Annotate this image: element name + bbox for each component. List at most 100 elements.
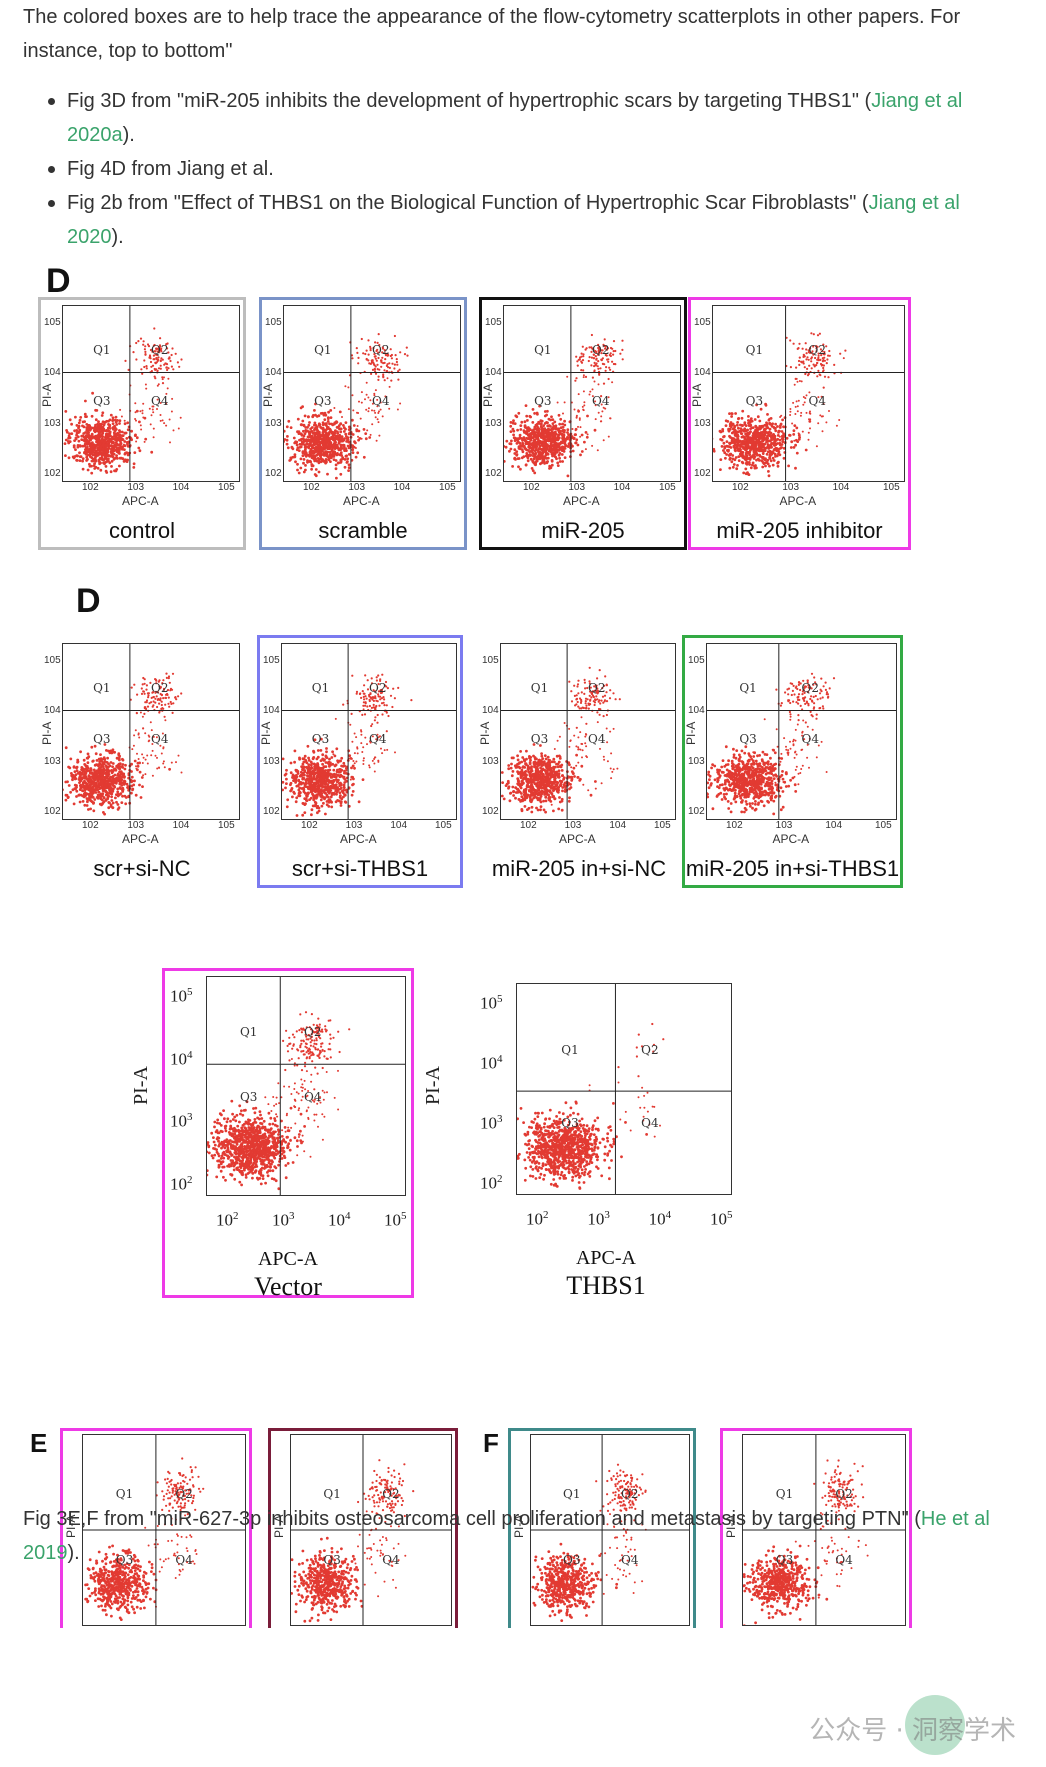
y-tick-label: 104 <box>688 705 705 717</box>
quadrant-label-q3: Q3 <box>239 1090 258 1105</box>
quadrant-label-q1: Q1 <box>115 1487 134 1502</box>
quadrant-label-q4: Q4 <box>372 393 390 408</box>
scatter-plot: Q1 Q2 Q3 Q4 <box>62 643 240 820</box>
panel-caption: control <box>108 518 176 543</box>
quadrant-label-q3: Q3 <box>561 1116 579 1131</box>
panel-letter: E <box>30 1428 48 1458</box>
x-tick-label: 105 <box>384 1210 407 1230</box>
y-tick-label: 103 <box>263 755 280 767</box>
panel-caption: Vector <box>254 1272 322 1301</box>
panel-frame <box>60 1428 252 1628</box>
panel-frame <box>162 968 414 1298</box>
citation-link[interactable]: He et al 2019 <box>23 1508 990 1564</box>
x-axis-label: APC-A <box>122 832 159 846</box>
quadrant-label-q3: Q3 <box>93 731 111 746</box>
quadrant-label-q2: Q2 <box>369 680 387 695</box>
x-tick-label: 104 <box>172 820 190 831</box>
quadrant-label-q2: Q2 <box>641 1042 659 1057</box>
panel-caption: scr+si-NC <box>93 856 191 881</box>
panel-frame <box>479 297 687 550</box>
quadrant-label-q2: Q2 <box>151 680 169 695</box>
y-tick-label: 102 <box>170 1174 193 1194</box>
x-tick-label: 102 <box>301 820 318 831</box>
list-item: Fig 3D from "miR-205 inhibits the develo… <box>45 84 1015 152</box>
scatter-plot: Q1 Q2 Q3 Q4 <box>500 643 676 820</box>
panel-caption: THBS1 <box>566 1271 646 1300</box>
quadrant-label-q3: Q3 <box>530 731 549 746</box>
quadrant-label-q1: Q1 <box>314 342 332 357</box>
x-axis-label: APC-A <box>575 1247 636 1269</box>
x-axis-label: APC-A <box>563 494 600 508</box>
y-axis-label: PI-A <box>130 1066 152 1105</box>
quadrant-label-q3: Q3 <box>323 1552 341 1567</box>
quadrant-label-q4: Q4 <box>621 1552 639 1567</box>
y-axis-label: PI-A <box>478 721 492 745</box>
scatter-plot: Q1 Q2 Q3 Q4 <box>706 643 897 820</box>
y-tick-label: 103 <box>170 1111 193 1131</box>
scatter-points <box>501 644 675 819</box>
y-tick-label: 102 <box>482 806 499 817</box>
scatter-points <box>517 984 731 1194</box>
quadrant-label-q2: Q2 <box>382 1487 400 1502</box>
quadrant-label-q1: Q1 <box>534 342 552 357</box>
panel-frame <box>508 1428 696 1628</box>
scatter-points <box>743 1435 905 1625</box>
x-tick-label: 102 <box>303 482 320 493</box>
x-tick-label: 102 <box>82 482 99 493</box>
y-tick-label: 102 <box>688 806 705 817</box>
x-tick-label: 103 <box>564 820 582 831</box>
x-tick-label: 103 <box>127 820 145 831</box>
scatter-points <box>63 644 239 819</box>
y-tick-label: 104 <box>694 367 711 379</box>
scatter-points <box>504 306 680 481</box>
y-tick-label: 105 <box>44 317 61 328</box>
y-tick-label: 103 <box>265 417 282 429</box>
x-tick-label: 104 <box>328 1210 351 1230</box>
quadrant-label-q3: Q3 <box>311 731 330 746</box>
y-tick-label: 103 <box>485 417 502 429</box>
y-tick-label: 104 <box>44 367 61 379</box>
panel-caption: scr+si-THBS1 <box>291 856 429 881</box>
quadrant-label-q3: Q3 <box>562 1552 581 1567</box>
x-tick-label: 105 <box>654 820 671 831</box>
scatter-plot: Q1 Q2 Q3 Q4 <box>82 1434 246 1626</box>
scatter-plot: Q1 Q2 Q3 Q4 <box>290 1434 452 1626</box>
quadrant-label-q2: Q2 <box>808 342 826 357</box>
scatter-plot: Q1 Q2 Q3 Q4 <box>283 305 461 482</box>
quadrant-label-q4: Q4 <box>151 393 169 408</box>
panel-letter: D <box>46 262 71 300</box>
citation-link[interactable]: Jiang et al 2020 <box>67 192 960 248</box>
x-tick-label: 105 <box>875 820 892 831</box>
quadrant-label-q2: Q2 <box>151 342 169 357</box>
quadrant-label-q1: Q1 <box>739 680 757 695</box>
citation-link[interactable]: Jiang et al 2020a <box>67 90 963 146</box>
quadrant-label-q4: Q4 <box>151 731 169 746</box>
scatter-plot: Q1 Q2 Q3 Q4 <box>281 643 457 820</box>
x-tick-label: 102 <box>520 820 537 831</box>
quadrant-label-q3: Q3 <box>115 1552 134 1567</box>
y-tick-label: 103 <box>482 755 499 767</box>
quadrant-label-q4: Q4 <box>801 731 819 746</box>
panel-letter: F <box>483 1428 499 1458</box>
y-tick-label: 104 <box>485 367 502 379</box>
x-tick-label: 104 <box>172 482 190 493</box>
y-tick-label: 105 <box>44 655 61 666</box>
panel-caption: miR-205 inhibitor <box>716 518 883 543</box>
y-tick-label: 103 <box>44 417 61 429</box>
quadrant-label-q3: Q3 <box>745 393 764 408</box>
panel-caption: miR-205 in+si-NC <box>491 856 667 881</box>
y-tick-label: 103 <box>694 417 711 429</box>
x-tick-label: 102 <box>523 482 540 493</box>
y-tick-label: 102 <box>44 806 61 817</box>
x-tick-label: 105 <box>218 820 235 831</box>
quadrant-label-q3: Q3 <box>93 393 111 408</box>
y-tick-label: 105 <box>265 317 282 328</box>
watermark-text: 公众号 · 洞察学术 <box>809 1716 1016 1746</box>
x-axis-label: APC-A <box>559 832 596 846</box>
scatter-points <box>707 644 896 819</box>
y-tick-label: 102 <box>485 468 502 479</box>
quadrant-label-q4: Q4 <box>304 1090 322 1105</box>
x-tick-label: 104 <box>393 482 411 493</box>
scatter-plot: Q1 Q2 Q3 Q4 <box>712 305 905 482</box>
y-tick-label: 105 <box>694 317 711 328</box>
